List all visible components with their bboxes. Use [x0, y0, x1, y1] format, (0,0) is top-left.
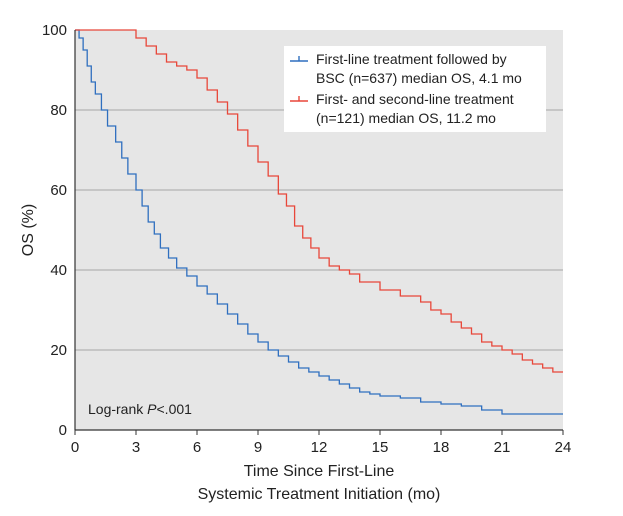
x-tick-label-0: 0 [71, 439, 79, 456]
log-rank-annotation: Log-rank P<.001 [88, 401, 192, 417]
y-tick-label-0: 0 [59, 422, 67, 439]
annotation-p: P [147, 401, 157, 417]
legend-label-series-1-line-2: BSC (n=637) median OS, 4.1 mo [316, 70, 522, 86]
annotation-suffix: <.001 [157, 401, 193, 417]
y-tick-label-60: 60 [50, 182, 67, 199]
x-axis-title-line-1: Time Since First-Line [244, 463, 395, 480]
y-tick-label-20: 20 [50, 342, 67, 359]
y-axis-title: OS (%) [20, 204, 37, 256]
x-tick-label-6: 6 [193, 439, 201, 456]
x-tick-label-9: 9 [254, 439, 262, 456]
legend-marker-series-2 [290, 96, 308, 102]
x-tick-label-24: 24 [555, 439, 572, 456]
y-tick-label-80: 80 [50, 102, 67, 119]
tick-labels: 0 20 40 60 80 100 0 3 6 9 12 15 18 21 24 [42, 22, 571, 456]
legend-box [284, 46, 546, 132]
x-tick-label-18: 18 [433, 439, 450, 456]
x-tick-label-15: 15 [372, 439, 389, 456]
x-axis-title-line-2: Systemic Treatment Initiation (mo) [198, 486, 441, 503]
y-tick-label-100: 100 [42, 22, 67, 39]
legend-label-series-1-line-1: First-line treatment followed by [316, 51, 507, 67]
series-layer [75, 29, 563, 415]
legend-marker-series-1 [290, 56, 308, 62]
x-tick-label-12: 12 [311, 439, 328, 456]
x-tick-label-3: 3 [132, 439, 140, 456]
series-1-curve [75, 29, 563, 415]
legend-label-series-2-line-1: First- and second-line treatment [316, 91, 514, 107]
y-tick-label-40: 40 [50, 262, 67, 279]
legend-label-series-2-line-2: (n=121) median OS, 11.2 mo [316, 110, 496, 126]
series-2-curve [75, 29, 563, 373]
annotation-prefix: Log-rank [88, 401, 147, 417]
legend: First-line treatment followed by BSC (n=… [284, 46, 546, 132]
x-tick-label-21: 21 [494, 439, 511, 456]
